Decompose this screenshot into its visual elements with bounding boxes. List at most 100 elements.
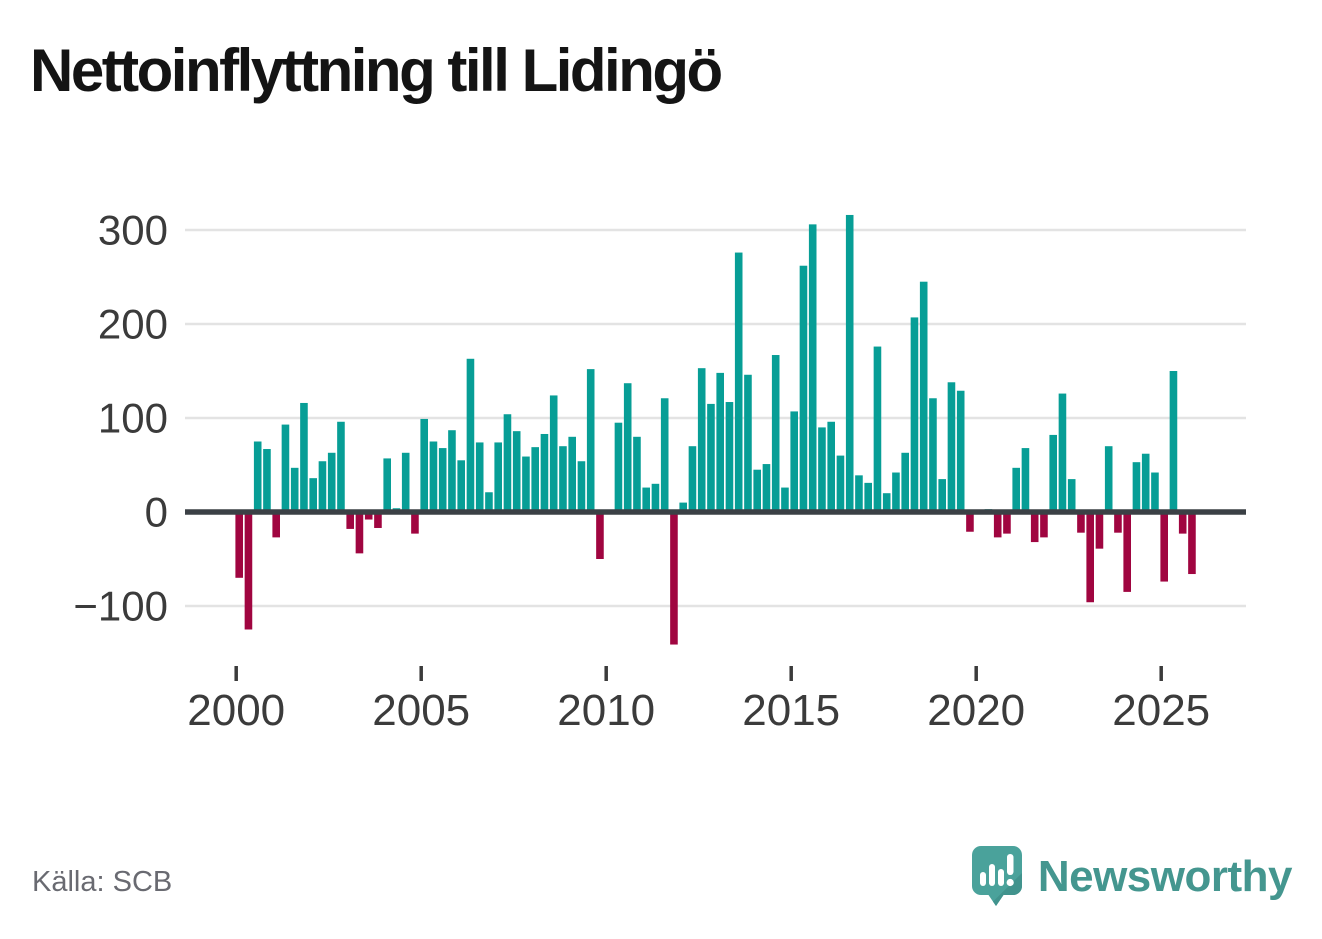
bar-2012-Q2 [688,446,697,512]
bar-2017-Q1 [864,482,872,512]
bar-2021-Q2 [1021,448,1030,512]
bar-2003-Q4 [374,512,382,528]
bar-2009-Q3 [586,369,595,512]
source-text: Källa: SCB [32,866,173,898]
bar-2015-Q4 [818,427,826,512]
bar-2022-Q1 [1049,434,1057,512]
bar-2006-Q3 [475,442,484,512]
bar-2009-Q1 [568,436,576,512]
x-axis-label-2000: 2000 [187,686,285,735]
bar-2009-Q4 [596,512,604,559]
newsworthy-logo-text: Newsworthy [1037,851,1293,901]
bar-2001-Q1 [272,512,280,538]
bar-2016-Q4 [855,475,863,512]
x-axis-label-2025: 2025 [1112,686,1210,735]
bar-2001-Q4 [300,402,308,512]
bar-2010-Q2 [614,422,623,512]
bar-2007-Q2 [503,414,512,512]
bar-2004-Q1 [383,458,391,512]
bar-2025-Q1 [1160,512,1168,582]
bar-2019-Q3 [956,390,965,512]
bar-2001-Q2 [281,424,290,512]
bar-2021-Q4 [1040,512,1048,538]
bar-2013-Q2 [725,402,734,512]
bar-2017-Q2 [873,346,882,512]
bar-2002-Q4 [337,421,345,512]
bar-2008-Q1 [531,447,539,512]
bar-2020-Q4 [1003,512,1011,534]
bar-2014-Q4 [781,487,789,512]
bar-2023-Q2 [1095,512,1104,549]
bar-2024-Q4 [1151,472,1159,512]
bar-2005-Q1 [420,418,428,512]
bar-2016-Q1 [827,421,835,512]
bar-2013-Q4 [744,374,752,512]
y-axis-label-0: 0 [145,489,168,536]
newsworthy-logo: Newsworthy [971,845,1293,908]
newsworthy-logo-icon [971,846,1022,906]
bar-2007-Q4 [522,456,530,512]
bar-2024-Q1 [1123,512,1131,592]
x-axis-label-2005: 2005 [372,686,470,735]
y-axis-label--100: −100 [73,583,168,630]
bar-2003-Q1 [346,512,354,529]
bar-2010-Q3 [623,383,632,512]
bar-2007-Q3 [512,431,521,512]
bar-2022-Q2 [1058,393,1067,512]
bar-2000-Q2 [244,512,253,630]
bar-2022-Q4 [1077,512,1085,533]
bar-2003-Q2 [355,512,364,554]
bar-2012-Q3 [697,368,706,512]
bar-2015-Q2 [799,265,808,512]
bar-2000-Q1 [235,512,243,578]
bar-2013-Q3 [734,252,743,512]
bar-2015-Q3 [808,224,817,513]
bar-2005-Q3 [438,448,447,512]
bar-2018-Q3 [919,281,928,512]
bar-2023-Q1 [1086,512,1094,603]
bar-2017-Q4 [892,472,900,512]
bar-2016-Q3 [845,214,854,512]
bar-2002-Q2 [318,461,327,512]
bar-2014-Q2 [762,464,771,512]
bar-2005-Q2 [429,441,438,512]
bar-2003-Q3 [364,512,373,520]
bar-2008-Q3 [549,395,558,512]
bar-2021-Q3 [1030,512,1039,543]
bar-2002-Q3 [327,452,336,512]
bar-2025-Q4 [1188,512,1196,575]
bar-2023-Q3 [1104,446,1113,512]
bar-2008-Q4 [559,446,567,512]
bar-2007-Q1 [494,442,502,512]
x-axis-label-2020: 2020 [927,686,1025,735]
bar-2004-Q3 [401,452,410,512]
bar-2004-Q4 [411,512,419,534]
bar-2025-Q3 [1178,512,1187,534]
bar-2010-Q4 [633,436,641,512]
bar-2002-Q1 [309,478,317,512]
bar-2018-Q2 [910,317,919,512]
y-axis-label-100: 100 [98,395,168,442]
bar-2019-Q1 [938,479,946,512]
bar-2024-Q2 [1132,462,1141,512]
bar-2011-Q3 [660,398,669,512]
bar-2023-Q4 [1114,512,1122,533]
y-axis-label-300: 300 [98,207,168,254]
bar-2017-Q3 [882,493,891,512]
bar-2025-Q2 [1169,371,1178,512]
x-axis-label-2015: 2015 [742,686,840,735]
bar-2019-Q2 [947,382,956,512]
bar-2021-Q1 [1012,467,1020,512]
bar-2000-Q4 [263,449,271,512]
bar-2006-Q2 [466,358,475,512]
bar-2013-Q1 [716,372,724,512]
bar-2001-Q3 [290,467,299,512]
bar-2014-Q3 [771,355,780,512]
bar-2011-Q1 [642,487,650,512]
bar-2016-Q2 [836,455,845,512]
bar-2008-Q2 [540,433,549,512]
bar-2005-Q4 [448,430,456,512]
bar-2006-Q4 [485,492,493,512]
bar-2018-Q1 [901,452,909,512]
